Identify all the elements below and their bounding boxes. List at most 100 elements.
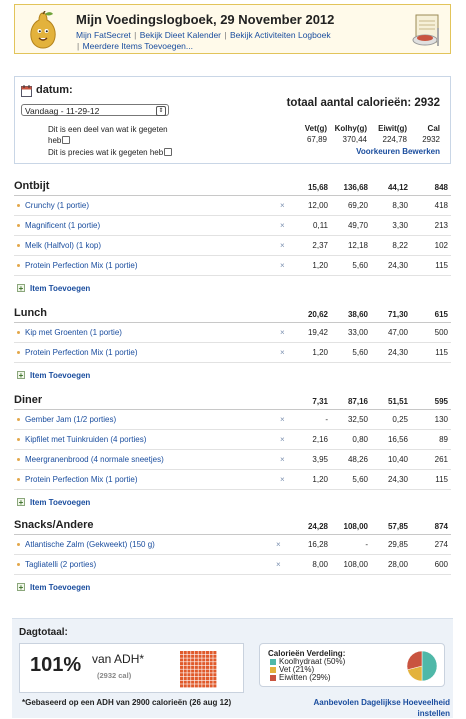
rda-grid-cell: [187, 654, 191, 658]
add-multiple-items-link[interactable]: Meerdere Items Toevoegen...: [82, 41, 193, 51]
item-protein: 47,00: [387, 328, 408, 337]
add-item-link[interactable]: Item Toevoegen: [30, 498, 91, 507]
rda-grid-cell: [209, 651, 213, 655]
bullet-icon: [17, 351, 20, 354]
column-header-carbs: Kolhy(g): [334, 124, 367, 133]
item-protein: 8,30: [392, 201, 408, 210]
add-icon[interactable]: +: [17, 284, 25, 293]
food-item-link[interactable]: Melk (Halfvol) (1 kop): [25, 241, 102, 250]
rda-grid-cell: [191, 676, 195, 680]
item-calories: 213: [434, 221, 448, 230]
complete-log-label: Dit is precies wat ik gegeten heb: [48, 148, 164, 157]
delete-icon[interactable]: ×: [276, 560, 281, 569]
meal-total-carbs: 136,68: [343, 183, 368, 192]
add-item-link[interactable]: Item Toevoegen: [30, 284, 91, 293]
rda-calories: (2932 cal): [97, 671, 132, 680]
delete-icon[interactable]: ×: [276, 540, 281, 549]
item-protein: 24,30: [387, 475, 408, 484]
delete-icon[interactable]: ×: [280, 328, 285, 337]
rda-grid-cell: [180, 658, 184, 662]
rda-grid-cell: [187, 680, 191, 684]
rda-grid-cell: [198, 654, 202, 658]
food-row: Magnificent (1 portie) × 0,11 49,70 3,30 213: [14, 216, 451, 236]
rda-grid-cell: [183, 676, 187, 680]
food-item-link[interactable]: Atlantische Zalm (Gekweekt) (150 g): [25, 540, 155, 549]
partial-log-label-2: heb: [48, 136, 62, 145]
delete-icon[interactable]: ×: [280, 241, 285, 250]
food-row: Protein Perfection Mix (1 portie) × 1,20 5,…: [14, 256, 451, 276]
total-fat: 67,89: [306, 135, 327, 144]
rda-grid-cell: [205, 665, 209, 669]
complete-log-option[interactable]: Dit is precies wat ik gegeten heb: [48, 147, 173, 158]
complete-log-checkbox[interactable]: [164, 148, 173, 156]
edit-preferences-link[interactable]: Voorkeuren Bewerken: [356, 147, 440, 156]
add-icon[interactable]: +: [17, 371, 25, 380]
total-calories: totaal aantal calorieën: 2932: [286, 97, 440, 109]
rda-grid-cell: [183, 651, 187, 655]
meal-total-protein: 44,12: [387, 183, 408, 192]
rda-grid-cell: [180, 651, 184, 655]
food-item-link[interactable]: Kip met Groenten (1 portie): [25, 328, 122, 337]
meal-total-calories: 615: [434, 310, 448, 319]
food-item-link[interactable]: Magnificent (1 portie): [25, 221, 101, 230]
food-item-link[interactable]: Protein Perfection Mix (1 portie): [25, 475, 138, 484]
partial-log-option[interactable]: Dit is een deel van wat ik gegeten heb: [48, 124, 168, 146]
item-calories: 274: [434, 540, 448, 549]
calendar-icon: [21, 85, 32, 97]
meal-total-calories: 595: [434, 397, 448, 406]
add-item-link[interactable]: Item Toevoegen: [30, 583, 91, 592]
food-item-link[interactable]: Gember Jam (1/2 porties): [25, 415, 117, 424]
set-rda-link[interactable]: Aanbevolen Dagelijkse Hoeveelheid instel…: [313, 698, 451, 718]
add-item-row[interactable]: + Item Toevoegen: [14, 490, 451, 510]
activity-log-link[interactable]: Bekijk Activiteiten Logboek: [229, 30, 331, 40]
food-item-link[interactable]: Tagliatelli (2 porties): [25, 560, 97, 569]
add-icon[interactable]: +: [17, 498, 25, 507]
carbs-swatch: [270, 659, 276, 665]
my-fatsecret-link[interactable]: Mijn FatSecret: [76, 30, 131, 40]
rda-grid-cell: [209, 676, 213, 680]
rda-grid-cell: [194, 665, 198, 669]
add-item-row[interactable]: + Item Toevoegen: [14, 575, 451, 595]
partial-log-checkbox[interactable]: [62, 136, 71, 144]
rda-grid-cell: [187, 676, 191, 680]
partial-log-label-1: Dit is een deel van wat ik gegeten: [48, 125, 168, 134]
add-item-link[interactable]: Item Toevoegen: [30, 371, 91, 380]
item-calories: 500: [434, 328, 448, 337]
food-item-link[interactable]: Meergranenbrood (4 normale sneetjes): [25, 455, 164, 464]
rda-grid-cell: [187, 658, 191, 662]
delete-icon[interactable]: ×: [280, 221, 285, 230]
add-item-row[interactable]: + Item Toevoegen: [14, 276, 451, 296]
delete-icon[interactable]: ×: [280, 455, 285, 464]
meal-name: Diner: [14, 394, 43, 406]
item-carbs: 5,60: [352, 348, 368, 357]
meal-header: Ontbijt 15,68 136,68 44,12 848: [14, 179, 451, 196]
add-item-row[interactable]: + Item Toevoegen: [14, 363, 451, 383]
bullet-icon: [17, 331, 20, 334]
fat-swatch: [270, 667, 276, 673]
delete-icon[interactable]: ×: [280, 201, 285, 210]
diet-calendar-link[interactable]: Bekijk Dieet Kalender: [139, 30, 221, 40]
calorie-pie-chart: [406, 650, 438, 682]
food-item-link[interactable]: Crunchy (1 portie): [25, 201, 90, 210]
rda-summary: 101% van ADH* (2932 cal): [19, 643, 244, 693]
food-item-link[interactable]: Kipfilet met Tuinkruiden (4 porties): [25, 435, 147, 444]
food-item-link[interactable]: Protein Perfection Mix (1 portie): [25, 261, 138, 270]
add-icon[interactable]: +: [17, 583, 25, 592]
delete-icon[interactable]: ×: [280, 475, 285, 484]
bullet-icon: [17, 224, 20, 227]
delete-icon[interactable]: ×: [280, 261, 285, 270]
delete-icon[interactable]: ×: [280, 348, 285, 357]
meal-total-fat: 20,62: [307, 310, 328, 319]
food-row: Kipfilet met Tuinkruiden (4 porties) × 2,1…: [14, 430, 451, 450]
date-label: datum:: [36, 84, 73, 96]
bullet-icon: [17, 543, 20, 546]
date-select[interactable]: Vandaag - 11-29-12 ⇕: [21, 104, 169, 116]
meal-header: Snacks/Andere 24,28 108,00 57,85 874: [14, 518, 451, 535]
rda-grid-cell: [194, 669, 198, 673]
delete-icon[interactable]: ×: [280, 415, 285, 424]
rda-grid-cell: [187, 651, 191, 655]
delete-icon[interactable]: ×: [280, 435, 285, 444]
rda-grid-cell: [191, 680, 195, 684]
item-carbs: 49,70: [347, 221, 368, 230]
food-item-link[interactable]: Protein Perfection Mix (1 portie): [25, 348, 138, 357]
